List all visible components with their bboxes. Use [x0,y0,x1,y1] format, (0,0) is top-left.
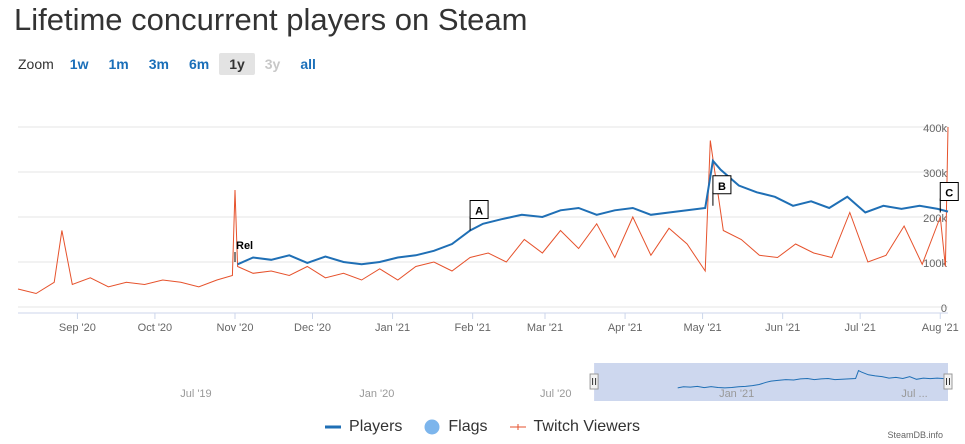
x-tick-label: Jan '21 [375,322,410,334]
flag-box [469,200,489,219]
y-tick-label: 400k [923,123,947,135]
navigator-left-handle[interactable] [589,373,599,390]
x-tick-label: Jun '21 [765,322,800,334]
x-tick-label: Nov '20 [217,322,254,334]
navigator-tick-label: Jul '20 [540,388,571,400]
navigator-tick-label: Jan '20 [359,388,394,400]
zoom-6m-button[interactable]: 6m [188,56,210,72]
flag-label: A [475,206,483,218]
flags-layer: Rel A B C [234,175,959,262]
flag-label: C [945,188,953,200]
twitch-viewers-line [17,126,949,295]
credits[interactable]: SteamDB.info [887,430,943,440]
y-tick-label: 0 [941,303,947,315]
legend-label-players: Players [349,418,403,435]
zoom-1m-button[interactable]: 1m [108,56,129,72]
flag-box [712,175,732,195]
handle-box [943,373,953,390]
x-tick-label: Apr '21 [608,322,643,334]
players-line-icon [325,425,342,429]
flag-label: B [718,181,726,193]
players-line [237,158,949,266]
x-axis: Sep '20 Oct '20 Nov '20 Dec '20 Jan '21 Feb '… [18,312,959,334]
legend-item-twitch[interactable]: Twitch Viewers [509,418,640,436]
zoom-1w-button[interactable]: 1w [69,56,89,72]
x-tick-label: Aug '21 [922,322,959,334]
legend-item-flags[interactable]: Flags [424,418,488,436]
legend-item-players[interactable]: Players [325,418,402,436]
navigator-selection [594,363,948,401]
page-title: Lifetime concurrent players on Steam [14,2,528,37]
zoom-all-button[interactable]: all [300,56,316,72]
legend: Players Flags Twitch Viewers [0,418,965,436]
legend-label-twitch: Twitch Viewers [533,418,640,435]
twitch-line-icon [509,424,526,430]
x-tick-label: Feb '21 [454,322,490,334]
y-tick-label: 100k [923,258,947,270]
plot-area[interactable] [17,126,949,295]
flags-circle-icon [424,419,440,435]
navigator-right-handle[interactable] [943,373,953,390]
x-tick-label: Dec '20 [294,322,331,334]
y-tick-label: 200k [923,213,947,225]
navigator-tick-label: Jan '21 [719,388,754,400]
zoom-label: Zoom [18,56,54,72]
x-tick-label: Oct '20 [138,322,173,334]
x-tick-label: May '21 [683,322,721,334]
x-tick-label: Mar '21 [527,322,563,334]
legend-label-flags: Flags [448,418,488,435]
navigator-tick-label: Jul '19 [180,388,211,400]
flag-label: Rel [236,240,253,252]
x-tick-label: Jul '21 [844,322,875,334]
navigator[interactable]: Jul '19 Jan '20 Jul '20 Jan '21 Jul ... [18,363,953,401]
y-tick-label: 300k [923,168,947,180]
zoom-3m-button[interactable]: 3m [148,56,169,72]
x-tick-label: Sep '20 [59,322,96,334]
zoom-1y-button[interactable]: 1y [219,53,255,75]
handle-box [589,373,599,390]
zoom-3y-button: 3y [264,56,281,72]
flag-box [939,182,959,201]
zoom-selector: Zoom 1w 1m 3m 6m 1y 3y all [18,53,326,75]
navigator-tick-label: Jul ... [901,388,927,400]
y-axis: 0 100k 200k 300k 400k [923,123,947,315]
navigator-series [677,369,949,389]
